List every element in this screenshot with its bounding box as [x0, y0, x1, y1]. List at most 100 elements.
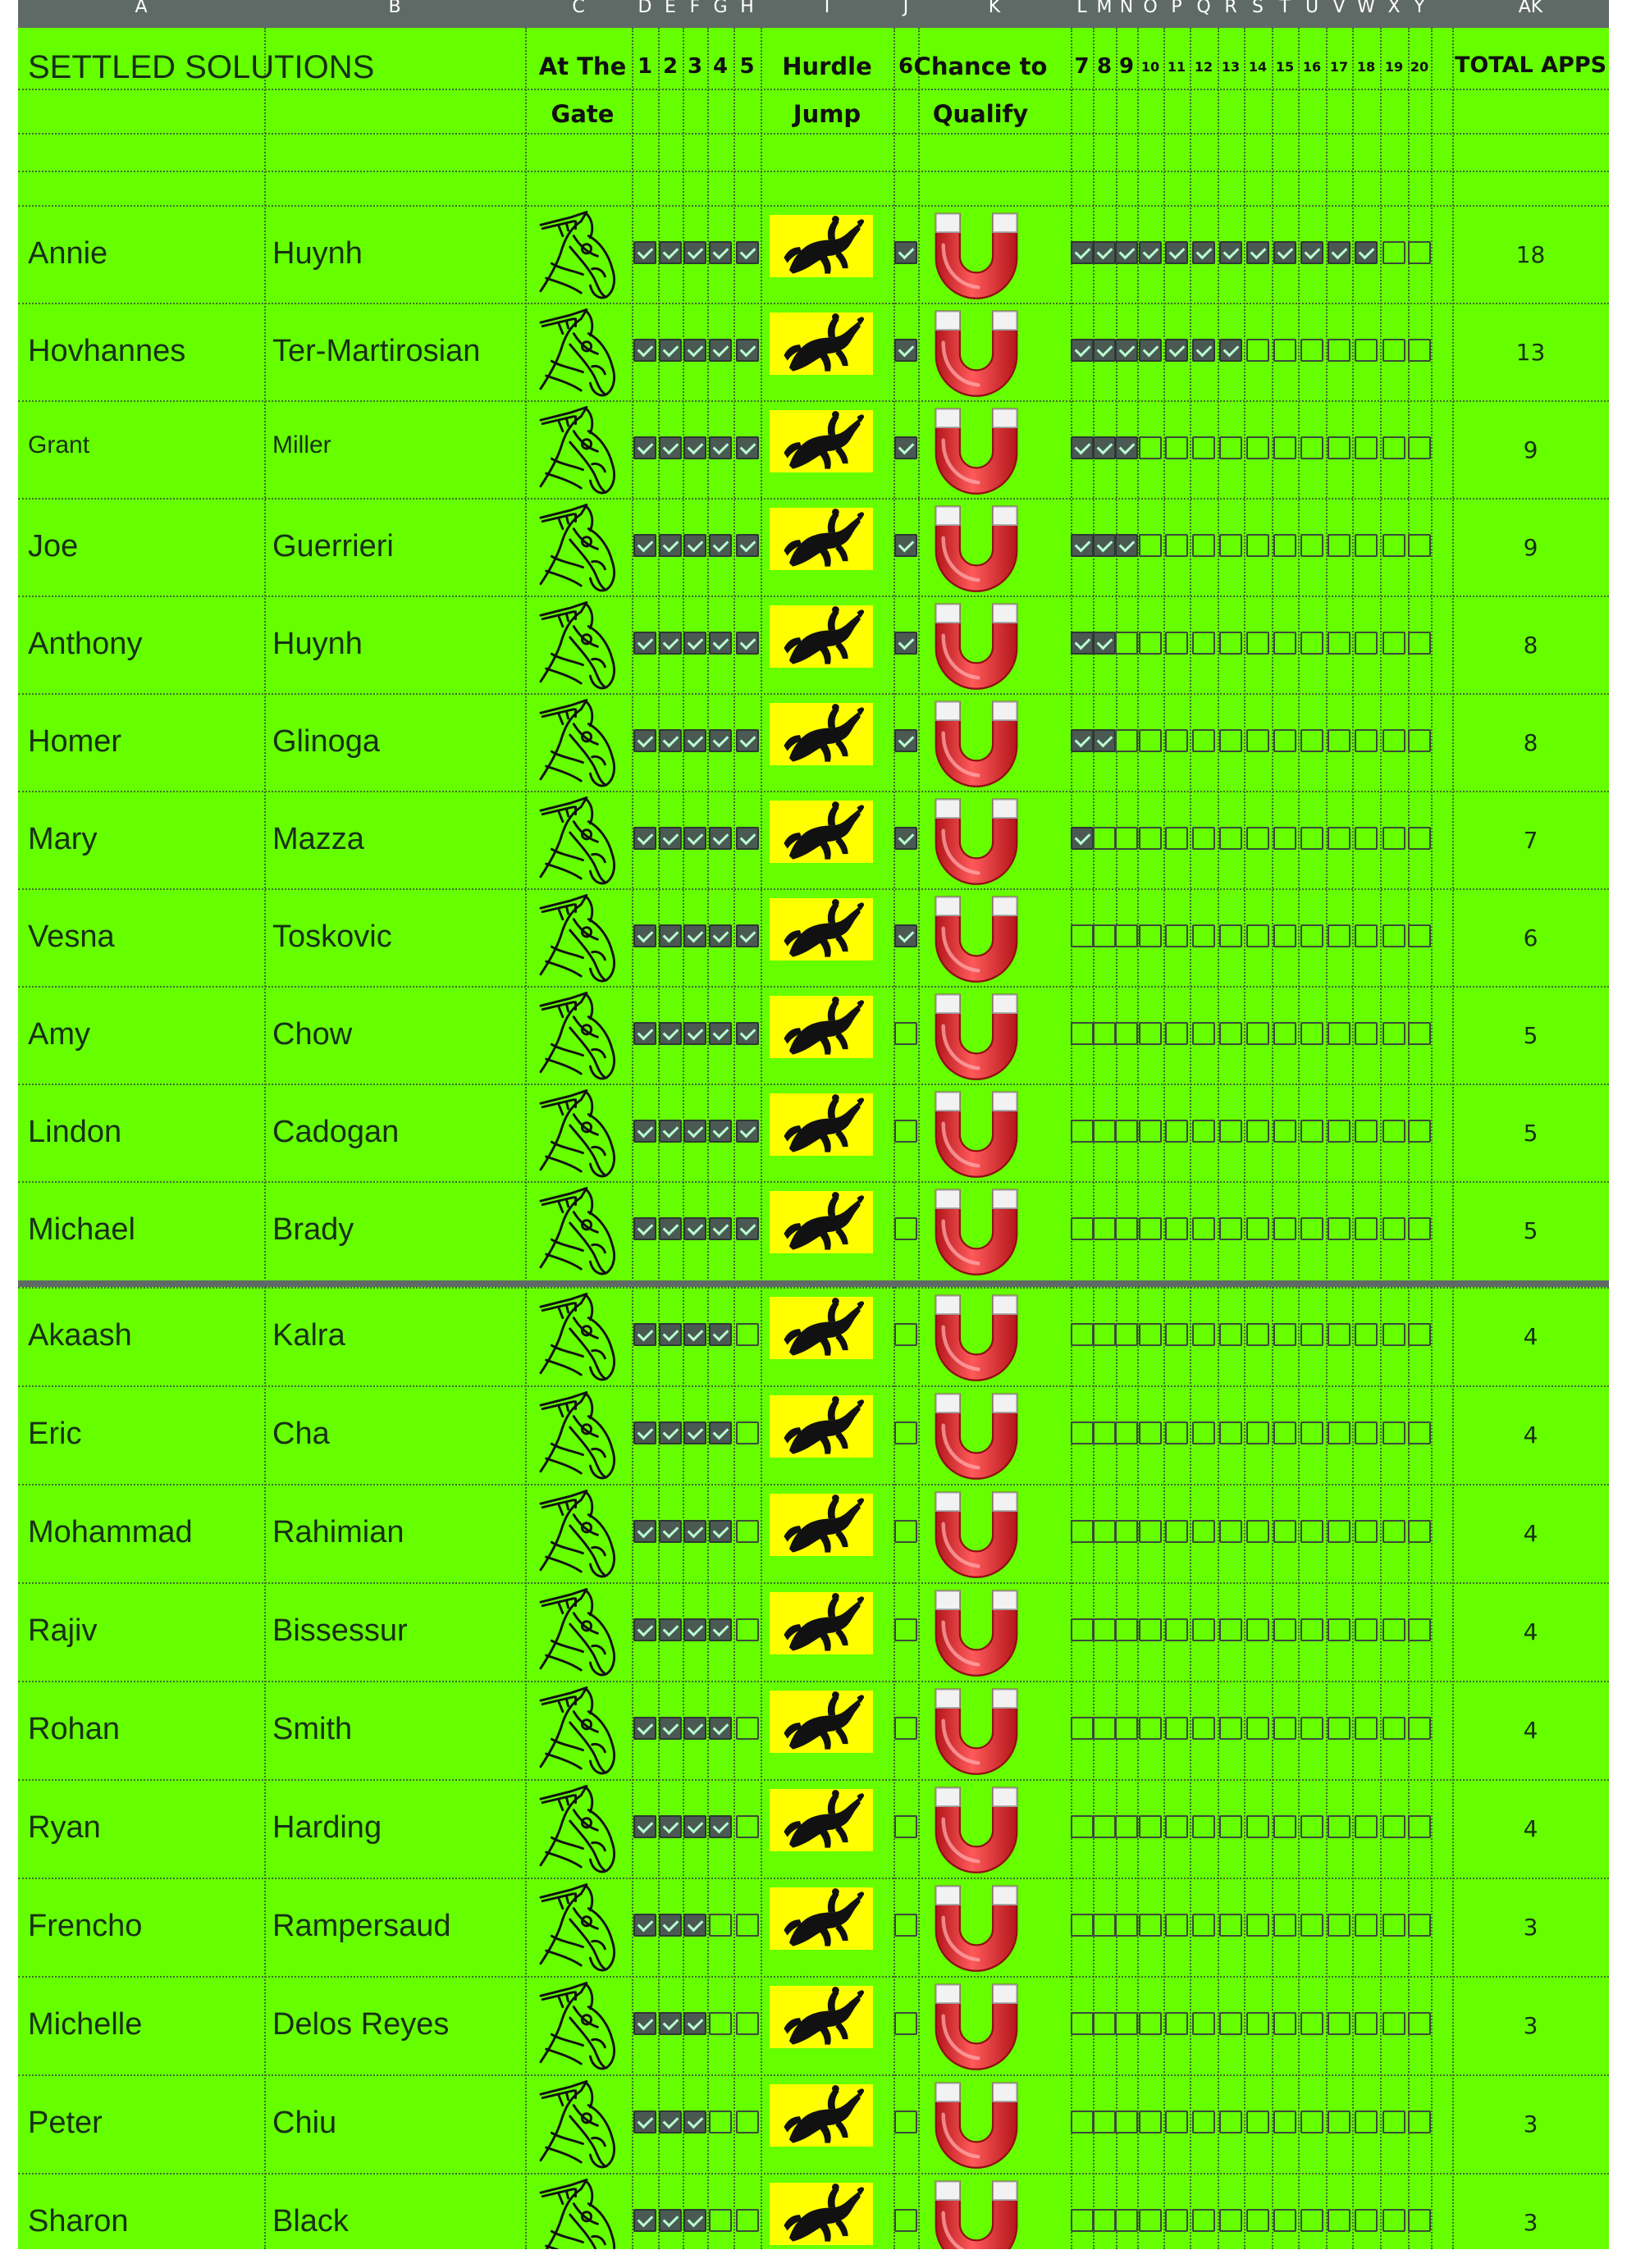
step-6-checkbox[interactable] [894, 1618, 917, 1641]
step-1-checkbox[interactable] [633, 1618, 656, 1641]
step-4-checkbox[interactable] [709, 1815, 732, 1838]
step-20-checkbox[interactable] [1408, 826, 1431, 850]
step-7-checkbox[interactable] [1070, 1815, 1094, 1838]
step-9-checkbox[interactable] [1115, 631, 1138, 655]
column-letter-g[interactable]: G [707, 0, 734, 28]
step-1-checkbox[interactable] [633, 436, 656, 459]
step-19-checkbox[interactable] [1382, 2111, 1405, 2133]
step-7-checkbox[interactable] [1070, 1119, 1094, 1143]
step-19-checkbox[interactable] [1382, 533, 1405, 557]
step-9-checkbox[interactable] [1115, 1421, 1138, 1444]
step-8-checkbox[interactable] [1093, 631, 1116, 655]
step-14-checkbox[interactable] [1246, 1021, 1269, 1045]
step-14-checkbox[interactable] [1246, 1119, 1269, 1143]
step-16-checkbox[interactable] [1300, 1717, 1323, 1740]
last-name-cell[interactable]: Cha [272, 1417, 330, 1451]
step-7-checkbox[interactable] [1070, 533, 1094, 557]
column-letter-k[interactable]: K [918, 0, 1071, 28]
step-11-checkbox[interactable] [1165, 1216, 1188, 1240]
step-4-checkbox[interactable] [709, 1618, 732, 1641]
step-3-checkbox[interactable] [683, 728, 706, 752]
step-19-checkbox[interactable] [1382, 631, 1405, 655]
step-18-checkbox[interactable] [1355, 1421, 1378, 1444]
step-14-checkbox[interactable] [1246, 826, 1269, 850]
step-15-checkbox[interactable] [1273, 338, 1296, 362]
column-letter-i[interactable]: I [761, 0, 893, 28]
step-7-checkbox[interactable] [1070, 1421, 1094, 1444]
step-6-checkbox[interactable] [894, 533, 917, 557]
step-14-checkbox[interactable] [1246, 1717, 1269, 1740]
column-letter-y[interactable]: Y [1408, 0, 1431, 28]
step-4-checkbox[interactable] [709, 533, 732, 557]
step-16-checkbox[interactable] [1300, 1323, 1323, 1346]
step-7-checkbox[interactable] [1070, 1717, 1094, 1740]
step-19-checkbox[interactable] [1382, 1119, 1405, 1143]
step-13-checkbox[interactable] [1219, 826, 1242, 850]
step-15-checkbox[interactable] [1273, 826, 1296, 850]
first-name-cell[interactable]: Eric [28, 1417, 82, 1451]
step-6-checkbox[interactable] [894, 1717, 917, 1740]
step-20-checkbox[interactable] [1408, 1421, 1431, 1444]
last-name-cell[interactable]: Huynh [272, 235, 363, 271]
step-1-checkbox[interactable] [633, 631, 656, 655]
step-13-checkbox[interactable] [1219, 1323, 1242, 1346]
step-20-checkbox[interactable] [1408, 1618, 1431, 1641]
step-1-checkbox[interactable] [633, 240, 656, 264]
step-12-checkbox[interactable] [1192, 1520, 1215, 1543]
step-14-checkbox[interactable] [1246, 1618, 1269, 1641]
step-11-checkbox[interactable] [1165, 631, 1188, 655]
step-10-checkbox[interactable] [1139, 240, 1162, 264]
step-11-checkbox[interactable] [1165, 2012, 1188, 2035]
step-11-checkbox[interactable] [1165, 728, 1188, 752]
step-5-checkbox[interactable] [735, 826, 759, 850]
step-4-checkbox[interactable] [709, 338, 732, 362]
step-9-checkbox[interactable] [1115, 1119, 1138, 1143]
step-6-checkbox[interactable] [894, 1815, 917, 1838]
step-18-checkbox[interactable] [1355, 338, 1378, 362]
step-9-checkbox[interactable] [1115, 1021, 1138, 1045]
step-13-checkbox[interactable] [1219, 1914, 1242, 1937]
step-2-checkbox[interactable] [659, 826, 682, 850]
step-19-checkbox[interactable] [1382, 1520, 1405, 1543]
step-2-checkbox[interactable] [659, 338, 682, 362]
step-15-checkbox[interactable] [1273, 924, 1296, 947]
step-12-checkbox[interactable] [1192, 1021, 1215, 1045]
step-17-checkbox[interactable] [1328, 1323, 1351, 1346]
step-2-checkbox[interactable] [659, 1815, 682, 1838]
first-name-cell[interactable]: Mohammad [28, 1515, 193, 1549]
step-13-checkbox[interactable] [1219, 1021, 1242, 1045]
step-11-checkbox[interactable] [1165, 1717, 1188, 1740]
step-5-checkbox[interactable] [735, 533, 759, 557]
step-17-checkbox[interactable] [1328, 2111, 1351, 2133]
step-18-checkbox[interactable] [1355, 826, 1378, 850]
step-4-checkbox[interactable] [709, 1021, 732, 1045]
step-14-checkbox[interactable] [1246, 631, 1269, 655]
step-12-checkbox[interactable] [1192, 728, 1215, 752]
step-20-checkbox[interactable] [1408, 1119, 1431, 1143]
step-4-checkbox[interactable] [709, 1421, 732, 1444]
last-name-cell[interactable]: Cadogan [272, 1114, 400, 1149]
first-name-cell[interactable]: Vesna [28, 919, 115, 954]
step-11-checkbox[interactable] [1165, 924, 1188, 947]
step-19-checkbox[interactable] [1382, 1815, 1405, 1838]
step-14-checkbox[interactable] [1246, 436, 1269, 459]
step-13-checkbox[interactable] [1219, 436, 1242, 459]
step-15-checkbox[interactable] [1273, 1914, 1296, 1937]
step-7-checkbox[interactable] [1070, 1323, 1094, 1346]
step-18-checkbox[interactable] [1355, 728, 1378, 752]
step-19-checkbox[interactable] [1382, 2012, 1405, 2035]
step-10-checkbox[interactable] [1139, 436, 1162, 459]
step-10-checkbox[interactable] [1139, 1815, 1162, 1838]
step-19-checkbox[interactable] [1382, 728, 1405, 752]
step-5-checkbox[interactable] [735, 1520, 759, 1543]
step-7-checkbox[interactable] [1070, 1216, 1094, 1240]
step-2-checkbox[interactable] [659, 2209, 682, 2232]
step-6-checkbox[interactable] [894, 240, 917, 264]
step-5-checkbox[interactable] [735, 338, 759, 362]
column-letter-e[interactable]: E [658, 0, 683, 28]
step-11-checkbox[interactable] [1165, 1323, 1188, 1346]
step-16-checkbox[interactable] [1300, 2209, 1323, 2232]
step-6-checkbox[interactable] [894, 2012, 917, 2035]
step-10-checkbox[interactable] [1139, 1323, 1162, 1346]
step-19-checkbox[interactable] [1382, 338, 1405, 362]
